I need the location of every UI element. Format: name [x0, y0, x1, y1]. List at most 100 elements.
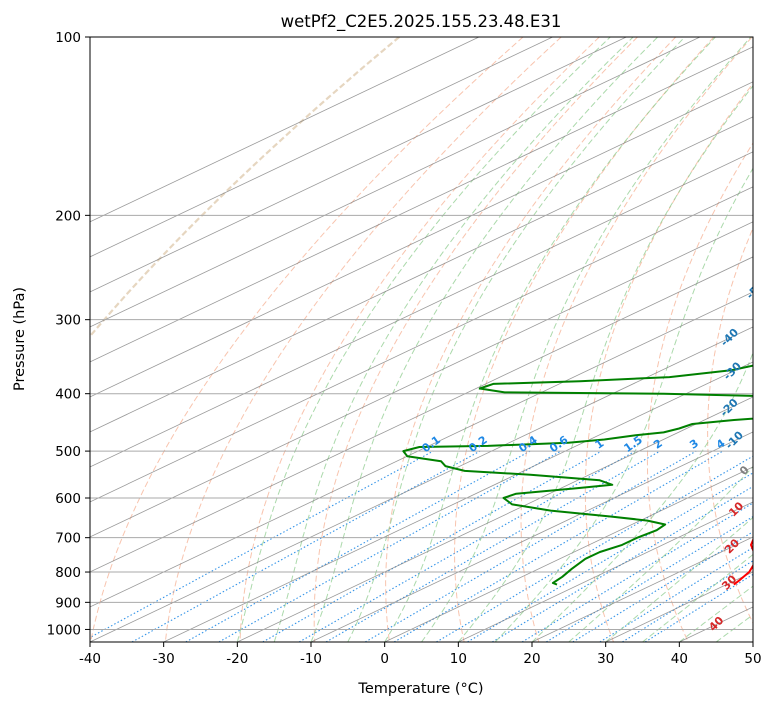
mixing-ratio-line — [393, 450, 724, 642]
dry-adiabat — [313, 37, 638, 642]
dry-adiabat — [707, 226, 753, 625]
isotherm-label: -50 — [744, 278, 767, 301]
isotherm-line — [310, 431, 753, 642]
mixing-ratio-label: 0.4 — [516, 433, 540, 455]
y-tick-label: 200 — [55, 208, 81, 224]
isotherm-line — [752, 641, 753, 642]
dry-adiabat — [90, 37, 524, 642]
dry-adiabat — [164, 37, 562, 642]
x-tick-label: 10 — [450, 651, 467, 667]
mixing-ratio-line — [521, 502, 753, 642]
isotherm-line — [90, 46, 753, 363]
mixing-ratio-line — [546, 515, 753, 642]
x-tick-label: 30 — [597, 651, 614, 667]
mixing-ratio-label: 0.6 — [547, 433, 571, 455]
mixing-ratio-line — [467, 472, 753, 642]
y-axis-title: Pressure (hPa) — [12, 287, 28, 391]
isotherm-label: -30 — [721, 359, 744, 382]
isotherm-line — [458, 501, 753, 642]
x-tick-label: 0 — [380, 651, 389, 667]
plot-area: 0.10.20.40.611.52346810131620253036-100-… — [90, 37, 775, 642]
moist-adiabat — [457, 85, 753, 642]
moist-adiabat — [384, 37, 716, 642]
y-tick-label: 900 — [55, 595, 81, 611]
mixing-ratio-line — [325, 450, 661, 642]
axes: -40 -30 -20 -10 0 10 20 30 40 5010020030040050060… — [47, 30, 762, 667]
y-tick-label: 100 — [55, 30, 81, 46]
x-tick-label: 20 — [523, 651, 540, 667]
isotherm-line — [384, 466, 753, 642]
mixing-ratio-label: 3 — [687, 437, 701, 452]
dewpoint-profile — [402, 364, 753, 586]
dry-adiabat — [584, 82, 753, 642]
y-tick-label: 700 — [55, 531, 81, 547]
isotherm-line — [90, 116, 753, 433]
moist-adiabat — [310, 37, 659, 642]
isotherm-line — [90, 37, 627, 293]
moist-adiabat — [421, 37, 752, 642]
pressure-grid — [90, 37, 753, 630]
isotherm-line — [90, 186, 753, 503]
isotherm-label: 0 — [737, 463, 752, 478]
moist-adiabat — [347, 37, 686, 642]
y-tick-label: 600 — [55, 491, 81, 507]
profile-series — [402, 364, 753, 586]
moist-adiabats — [236, 37, 753, 642]
isotherm-line — [605, 571, 753, 642]
y-tick-label: 800 — [55, 565, 81, 581]
isotherm-label: -20 — [718, 396, 741, 419]
mixing-ratio-line — [262, 450, 602, 642]
moist-adiabat — [236, 37, 611, 642]
dry-adiabat — [520, 37, 753, 642]
isotherm-label: -10 — [723, 428, 746, 451]
moist-adiabat — [531, 351, 753, 642]
mixing-ratio-line — [90, 450, 434, 639]
plot-frame — [89, 36, 754, 643]
isotherm-line — [90, 37, 480, 223]
moist-adiabat — [642, 553, 753, 642]
x-tick-label: -10 — [300, 651, 322, 667]
dry-adiabat — [239, 37, 600, 642]
x-axis-title: Temperature (°C) — [357, 681, 483, 697]
x-tick-label: -20 — [226, 651, 248, 667]
chart-title: wetPf2_C2E5.2025.155.23.48.E31 — [281, 12, 562, 32]
isotherm-line — [90, 151, 753, 468]
moist-adiabat — [494, 167, 753, 642]
mixing-ratio-label: 2 — [651, 437, 665, 452]
moist-adiabat — [568, 465, 753, 642]
isotherm-line — [90, 326, 753, 642]
isotherm-line — [163, 361, 753, 642]
mixing-ratio-line — [365, 450, 697, 642]
mixing-ratio-label: 0.1 — [419, 433, 442, 455]
mixing-ratio-label: 6 — [753, 437, 767, 452]
isotherms — [90, 37, 753, 642]
x-tick-label: -30 — [153, 651, 175, 667]
isotherm-line — [90, 37, 553, 258]
isotherm-label: 30 — [719, 572, 739, 592]
x-tick-label: 50 — [744, 651, 761, 667]
moist-adiabat — [273, 37, 634, 642]
dry-adiabats — [90, 37, 775, 642]
y-tick-label: 400 — [55, 387, 81, 403]
isotherm-line — [90, 256, 753, 573]
isotherm-line — [90, 221, 753, 538]
dry-adiabat — [385, 37, 677, 642]
isotherm-label: 10 — [726, 499, 746, 519]
isotherm-label: -40 — [718, 326, 741, 349]
dry-adiabat — [646, 142, 753, 642]
ice-line — [90, 37, 400, 338]
mixing-ratio-line — [218, 450, 562, 642]
y-tick-label: 1000 — [47, 622, 81, 638]
dry-adiabat — [453, 37, 715, 642]
y-tick-label: 500 — [55, 444, 81, 460]
isoline-labels: 0.10.20.40.611.52346810131620253036-100-… — [419, 278, 767, 634]
isotherm-line — [90, 81, 753, 398]
isotherm-line — [90, 291, 753, 608]
isotherm-label: 40 — [706, 614, 726, 634]
y-tick-label: 300 — [55, 313, 81, 329]
mixing-ratio-line — [599, 546, 753, 642]
moist-adiabat — [605, 516, 753, 642]
mixing-ratio-line — [572, 531, 753, 642]
dry-adiabat — [766, 37, 775, 642]
